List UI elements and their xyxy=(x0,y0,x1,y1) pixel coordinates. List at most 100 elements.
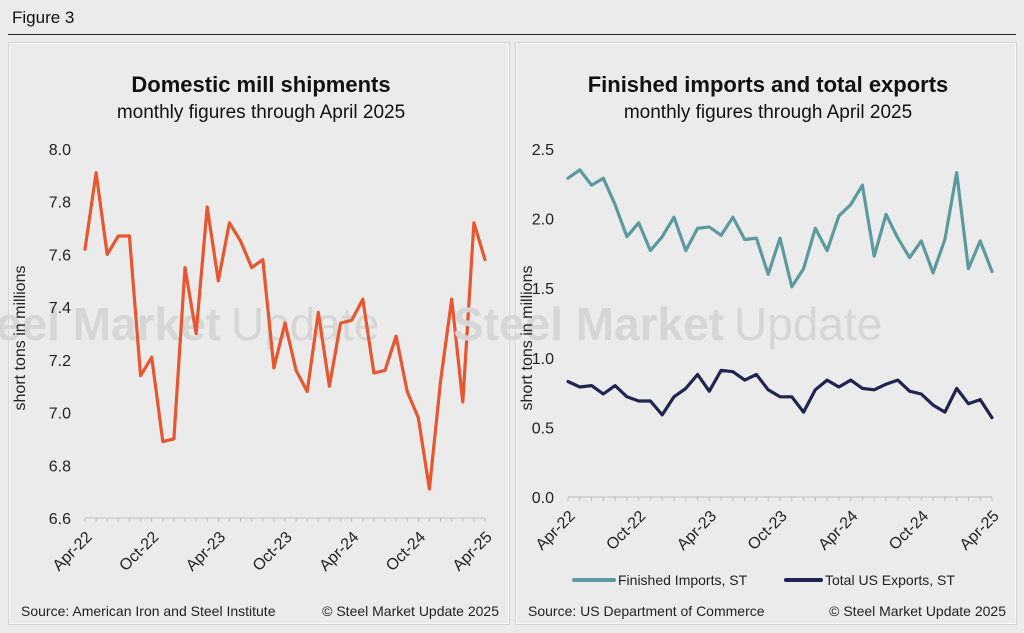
panel-imports-exports: Steel Market Update Finished imports and… xyxy=(453,42,1017,625)
data-point xyxy=(483,258,487,261)
data-point xyxy=(117,234,120,238)
y-tick-label: 7.4 xyxy=(49,300,71,317)
x-tick-label: Apr-23 xyxy=(674,508,720,554)
data-point xyxy=(967,402,970,405)
x-tick-label: Oct-24 xyxy=(886,508,932,554)
data-point xyxy=(613,203,617,206)
data-point xyxy=(361,298,364,301)
data-point xyxy=(767,388,770,391)
data-point xyxy=(578,385,581,389)
data-point xyxy=(837,214,841,217)
data-point xyxy=(778,395,782,398)
data-point xyxy=(394,334,398,338)
x-tick-label: Apr-22 xyxy=(533,508,579,554)
y-tick-label: 0.0 xyxy=(532,490,554,507)
data-point xyxy=(743,238,746,241)
data-point xyxy=(908,390,911,393)
data-point xyxy=(778,236,782,240)
x-tick-label: Oct-24 xyxy=(383,529,429,575)
data-point xyxy=(884,383,888,386)
figure-label: Figure 3 xyxy=(12,8,75,27)
data-point xyxy=(328,385,331,388)
copyright-note: © Steel Market Update 2025 xyxy=(322,603,499,619)
chart-subtitle: monthly figures through April 2025 xyxy=(117,102,405,123)
data-point xyxy=(790,285,793,288)
data-point xyxy=(283,321,287,325)
y-tick-label: 6.6 xyxy=(49,511,71,528)
x-tick-label: Apr-23 xyxy=(183,529,229,575)
data-point xyxy=(672,216,676,219)
series-line-1 xyxy=(566,368,994,420)
data-point xyxy=(849,378,852,382)
data-point xyxy=(339,321,342,325)
data-point xyxy=(873,388,876,391)
data-point xyxy=(825,249,829,252)
y-axis-label: short tons in millions xyxy=(519,266,536,411)
data-point xyxy=(383,369,387,372)
data-point xyxy=(613,384,617,387)
x-tick-label: Apr-25 xyxy=(957,508,1003,554)
data-point xyxy=(931,403,935,407)
imports-exports-chart: Steel Market Update Finished imports and… xyxy=(453,72,1006,619)
data-point xyxy=(106,253,109,256)
data-point xyxy=(602,177,605,180)
plot-layer xyxy=(566,168,994,420)
data-point xyxy=(566,177,570,180)
data-point xyxy=(837,385,841,389)
data-point xyxy=(979,398,982,401)
legend-label-imports: Finished Imports, ST xyxy=(618,572,748,588)
watermark: Steel Market Update xyxy=(0,298,379,350)
plot-layer xyxy=(83,171,487,491)
data-point xyxy=(350,319,353,322)
x-tick-label: Oct-23 xyxy=(745,508,791,554)
data-point xyxy=(873,255,876,258)
data-point xyxy=(625,235,629,238)
watermark-light: Update xyxy=(734,298,882,350)
data-point xyxy=(649,399,652,403)
data-point xyxy=(217,279,220,282)
x-tick-label: Oct-22 xyxy=(116,529,162,575)
data-point xyxy=(294,369,298,372)
legend: Finished Imports, ST Total US Exports, S… xyxy=(572,572,955,588)
data-point xyxy=(406,390,409,393)
y-tick-label: 1.5 xyxy=(532,281,554,298)
x-tick-label: Apr-24 xyxy=(316,529,362,575)
data-point xyxy=(428,487,431,491)
data-point xyxy=(708,225,711,229)
data-point xyxy=(637,399,640,403)
data-point xyxy=(150,356,153,359)
data-point xyxy=(206,205,209,209)
data-point xyxy=(161,440,164,443)
chart-subtitle: monthly figures through April 2025 xyxy=(624,102,912,123)
data-point xyxy=(955,171,958,174)
data-point xyxy=(417,416,420,419)
data-point xyxy=(767,273,770,276)
data-point xyxy=(139,374,142,377)
data-point xyxy=(802,267,805,270)
data-point xyxy=(83,248,87,251)
data-point xyxy=(849,203,852,206)
data-point xyxy=(239,240,242,243)
watermark-light: Update xyxy=(231,298,379,350)
data-point xyxy=(672,395,676,398)
data-point xyxy=(128,234,131,238)
data-point xyxy=(684,249,687,252)
data-point xyxy=(802,410,805,414)
watermark-bold: Steel Market xyxy=(0,298,221,350)
data-point xyxy=(439,379,442,383)
y-tick-label: 7.6 xyxy=(49,247,71,264)
y-tick-label: 8.0 xyxy=(49,142,71,159)
data-point xyxy=(578,168,581,172)
data-point xyxy=(731,370,735,373)
data-point xyxy=(884,213,888,216)
data-point xyxy=(590,184,593,187)
data-point xyxy=(896,236,899,240)
data-point xyxy=(814,388,817,391)
y-tick-label: 6.8 xyxy=(49,458,71,475)
data-point xyxy=(450,298,453,301)
data-point xyxy=(708,390,711,393)
data-point xyxy=(661,235,664,238)
data-point xyxy=(306,390,309,393)
y-tick-label: 1.0 xyxy=(532,351,554,368)
y-axis-label: short tons in millions xyxy=(12,266,29,411)
